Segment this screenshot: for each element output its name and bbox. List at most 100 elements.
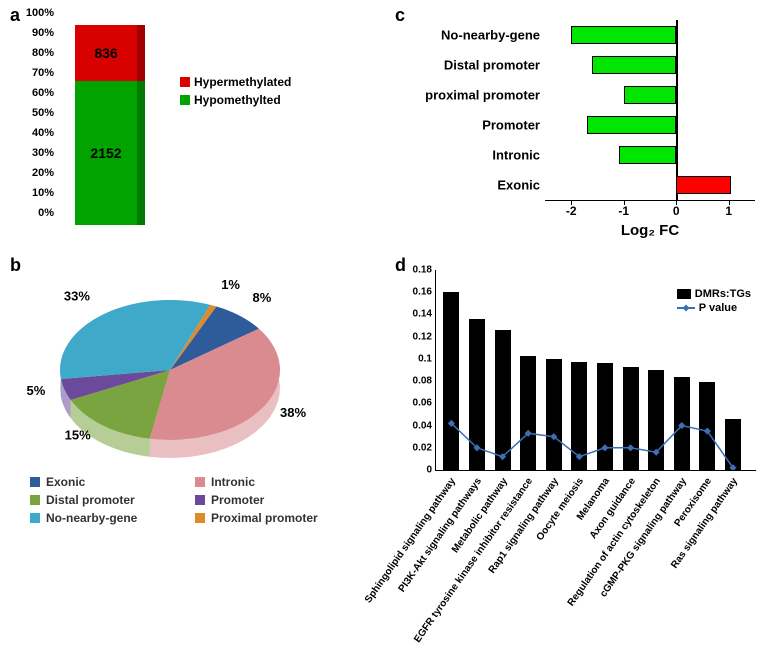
legend-row: No-nearby-gene Proximal promoter (30, 511, 360, 525)
legend-label: Promoter (211, 493, 264, 507)
panel-a-chart: 2152836 (60, 25, 170, 225)
y-tick: 40% (32, 127, 54, 139)
legend-swatch (30, 477, 40, 487)
legend-item: Proximal promoter (195, 511, 360, 525)
vbar (443, 292, 459, 470)
legend-item: Promoter (195, 493, 360, 507)
bar-segment: 836 (75, 25, 145, 81)
category-label: Intronic (492, 148, 540, 163)
x-tick: -2 (566, 204, 577, 218)
y-tick: 70% (32, 67, 54, 79)
vbar (674, 377, 690, 470)
legend-label: Proximal promoter (211, 511, 318, 525)
vbar (597, 363, 613, 470)
legend-item: Exonic (30, 475, 195, 489)
bar-segment: 2152 (75, 81, 145, 225)
panel-d-plot: DMRs:TGsP value 00.020.040.060.080.10.12… (435, 270, 756, 471)
panel-a-legend: Hypermethylated Hypomethylted (180, 75, 291, 111)
category-label: Promoter (482, 118, 540, 133)
y-tick: 0.12 (413, 331, 432, 342)
y-tick: 0.16 (413, 287, 432, 298)
panel-a-y-axis: 0%10%20%30%40%50%60%70%80%90%100% (10, 25, 58, 225)
legend-item: P value (677, 302, 751, 314)
y-tick: 0.08 (413, 376, 432, 387)
x-tick: 0 (673, 204, 680, 218)
y-tick: 0 (426, 465, 432, 476)
panel-c-label: c (395, 5, 405, 26)
pie-pct-label: 38% (280, 405, 306, 420)
y-tick: 50% (32, 107, 54, 119)
legend-label: Distal promoter (46, 493, 135, 507)
panel-c: c Log₂ FC -2-101 No-nearby-geneDistal pr… (395, 5, 765, 240)
panel-a-label: a (10, 5, 20, 26)
vbar (469, 319, 485, 470)
category-label: No-nearby-gene (441, 28, 540, 43)
y-tick: 0.18 (413, 265, 432, 276)
category-label: Exonic (497, 178, 540, 193)
category-label: proximal promoter (425, 88, 540, 103)
legend-label: Intronic (211, 475, 255, 489)
y-tick: 30% (32, 147, 54, 159)
panel-d-label: d (395, 255, 406, 276)
panel-d: d DMRs:TGs P value 0 0.02 0.04 0.06 0.08 0.1 0.… (395, 255, 770, 615)
legend-item: Intronic (195, 475, 360, 489)
pie-pct-label: 1% (221, 277, 240, 292)
panel-b-legend: Exonic Intronic Distal promoter Promoter No-… (30, 475, 360, 529)
y-tick: 60% (32, 87, 54, 99)
legend-item: DMRs:TGs (677, 288, 751, 300)
legend-row: Distal promoter Promoter (30, 493, 360, 507)
y-tick: 0.02 (413, 442, 432, 453)
legend-swatch (180, 77, 190, 87)
panel-c-x-label: Log₂ FC (621, 222, 679, 239)
x-tick: -1 (618, 204, 629, 218)
legend-swatch (195, 477, 205, 487)
legend-label: Hypomethylted (194, 93, 281, 107)
y-tick: 10% (32, 187, 54, 199)
legend-row: Exonic Intronic (30, 475, 360, 489)
legend-label: Exonic (46, 475, 85, 489)
pie-pct-label: 8% (253, 290, 272, 305)
hbar (624, 86, 677, 104)
pie-pct-label: 33% (64, 289, 90, 304)
zero-line (676, 20, 678, 200)
y-tick: 0.14 (413, 309, 432, 320)
legend-label: DMRs:TGs (695, 288, 751, 300)
legend-label: No-nearby-gene (46, 511, 137, 525)
y-tick: 100% (26, 7, 54, 19)
vbar (699, 382, 715, 470)
legend-swatch (180, 95, 190, 105)
vbar (648, 370, 664, 470)
y-tick: 0.1 (418, 353, 432, 364)
legend-swatch (195, 495, 205, 505)
hbar (587, 116, 676, 134)
vbar (623, 367, 639, 470)
vbar (571, 362, 587, 470)
legend-item: Distal promoter (30, 493, 195, 507)
y-tick: 0.04 (413, 420, 432, 431)
pie-chart: 8% 38% 15% 5% 33% 1% (10, 255, 310, 465)
y-tick: 90% (32, 27, 54, 39)
panel-b-label: b (10, 255, 21, 276)
legend-item: Hypermethylated (180, 75, 291, 89)
y-tick: 20% (32, 167, 54, 179)
legend-swatch (30, 513, 40, 523)
panel-a: a 0% 10% 20% 30% 40% 50% 60% 70% 80% 90% 100% 2152… (10, 5, 290, 235)
legend-swatch (30, 495, 40, 505)
x-tick: 1 (725, 204, 732, 218)
hbar (676, 176, 731, 194)
vbar (495, 330, 511, 470)
pie-pct-label: 15% (65, 428, 91, 443)
vbar (546, 359, 562, 470)
legend-item: No-nearby-gene (30, 511, 195, 525)
y-tick: 0% (38, 207, 54, 219)
y-tick: 0.06 (413, 398, 432, 409)
vbar (725, 419, 741, 470)
legend-swatch (677, 307, 695, 309)
panel-d-legend: DMRs:TGs P value (677, 288, 751, 316)
stacked-bar: 2152836 (75, 25, 145, 225)
y-tick: 80% (32, 47, 54, 59)
pie-pct-label: 5% (26, 383, 45, 398)
legend-item: Hypomethylted (180, 93, 291, 107)
legend-label: P value (699, 302, 737, 314)
hbar (619, 146, 677, 164)
